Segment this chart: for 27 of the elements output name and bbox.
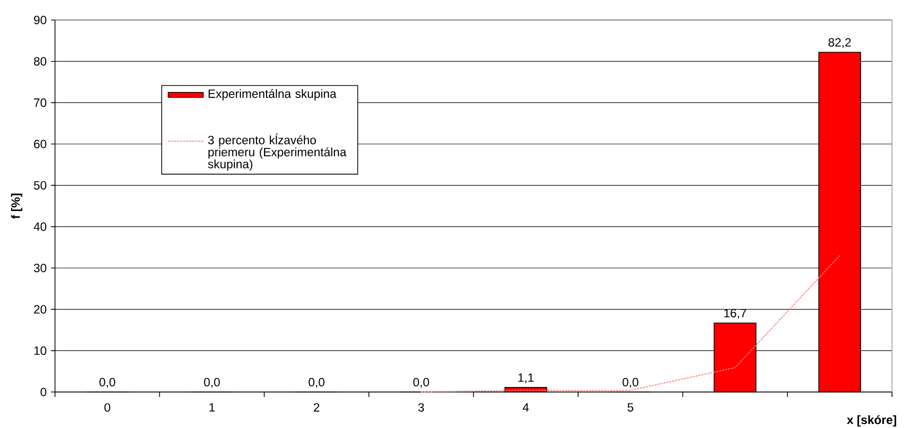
- y-tick-label: 60: [34, 140, 46, 148]
- y-tick-label: 10: [34, 346, 46, 355]
- legend-label: Experimentálna skupina: [208, 89, 336, 100]
- x-tick-label: 5: [628, 403, 634, 412]
- y-tick-label: 90: [34, 16, 46, 24]
- x-tick-label: 2: [314, 403, 320, 412]
- y-axis-title: f [%]: [11, 194, 22, 219]
- y-tick-label: 0: [40, 388, 46, 396]
- y-tick-label: 20: [34, 305, 46, 314]
- x-axis-title: x [skóre]: [846, 415, 896, 426]
- data-label: 1,1: [518, 373, 534, 384]
- data-label: 0,0: [413, 378, 430, 388]
- data-label: 0,0: [204, 378, 220, 388]
- data-label: 82,2: [828, 38, 851, 48]
- y-tick-label: 50: [34, 181, 46, 190]
- legend-label: 3 percento kĺzavého priemeru (Experimentálna skupina): [208, 133, 346, 171]
- y-tick-label: 30: [34, 264, 46, 272]
- x-tick-label: 1: [210, 403, 215, 412]
- data-label: 0,0: [308, 378, 324, 388]
- data-label: 0,0: [622, 378, 638, 388]
- x-tick-label: 0: [104, 403, 110, 412]
- y-tick-label: 40: [34, 222, 46, 231]
- x-tick-label: 3: [418, 403, 424, 412]
- y-tick-label: 80: [34, 57, 46, 66]
- data-label: 0,0: [99, 378, 116, 388]
- x-tick-label: 4: [522, 403, 529, 412]
- y-tick-label: 70: [34, 98, 46, 107]
